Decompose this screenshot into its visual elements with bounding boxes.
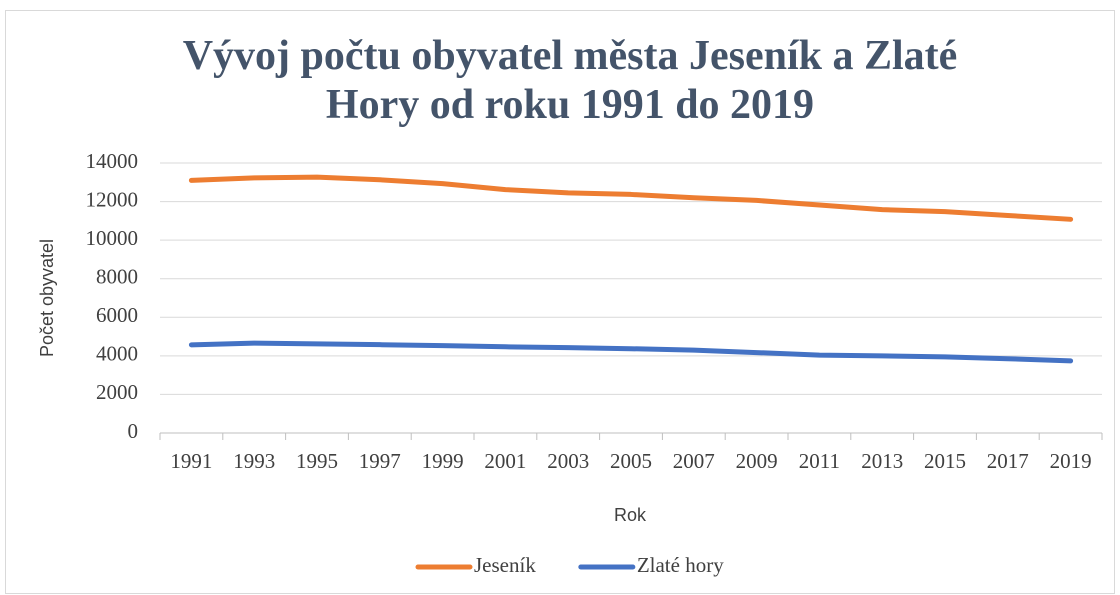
y-tick-label: 14000 bbox=[86, 149, 139, 173]
x-tick-label: 1993 bbox=[233, 449, 275, 473]
x-tick-label: 2003 bbox=[547, 449, 589, 473]
x-tick-label: 1991 bbox=[170, 449, 212, 473]
x-tick-label: 1995 bbox=[296, 449, 338, 473]
y-tick-label: 10000 bbox=[86, 226, 139, 250]
y-axis-label: Počet obyvatel bbox=[37, 239, 57, 357]
x-tick-label: 2015 bbox=[924, 449, 966, 473]
x-tick-label: 2019 bbox=[1050, 449, 1092, 473]
y-tick-label: 6000 bbox=[96, 303, 138, 327]
x-tick-label: 2013 bbox=[861, 449, 903, 473]
legend-label: Zlaté hory bbox=[637, 553, 724, 577]
x-tick-label: 2007 bbox=[673, 449, 715, 473]
x-tick-label: 2001 bbox=[484, 449, 526, 473]
chart-border bbox=[5, 10, 1115, 594]
x-axis-label: Rok bbox=[614, 505, 647, 525]
y-tick-label: 0 bbox=[128, 419, 139, 443]
series-line bbox=[188, 174, 1074, 222]
x-tick-label: 2005 bbox=[610, 449, 652, 473]
series-line bbox=[188, 340, 1074, 364]
x-tick-label: 1999 bbox=[422, 449, 464, 473]
x-tick-label: 2017 bbox=[987, 449, 1029, 473]
y-tick-label: 2000 bbox=[96, 380, 138, 404]
x-tick-label: 2009 bbox=[736, 449, 778, 473]
x-tick-label: 1997 bbox=[359, 449, 401, 473]
y-tick-label: 4000 bbox=[96, 342, 138, 366]
y-tick-label: 12000 bbox=[86, 187, 139, 211]
legend-label: Jeseník bbox=[474, 553, 536, 577]
x-tick-label: 2011 bbox=[799, 449, 840, 473]
chart-title: Vývoj počtu obyvatel města Jeseník a Zla… bbox=[182, 33, 958, 128]
y-tick-label: 8000 bbox=[96, 265, 138, 289]
